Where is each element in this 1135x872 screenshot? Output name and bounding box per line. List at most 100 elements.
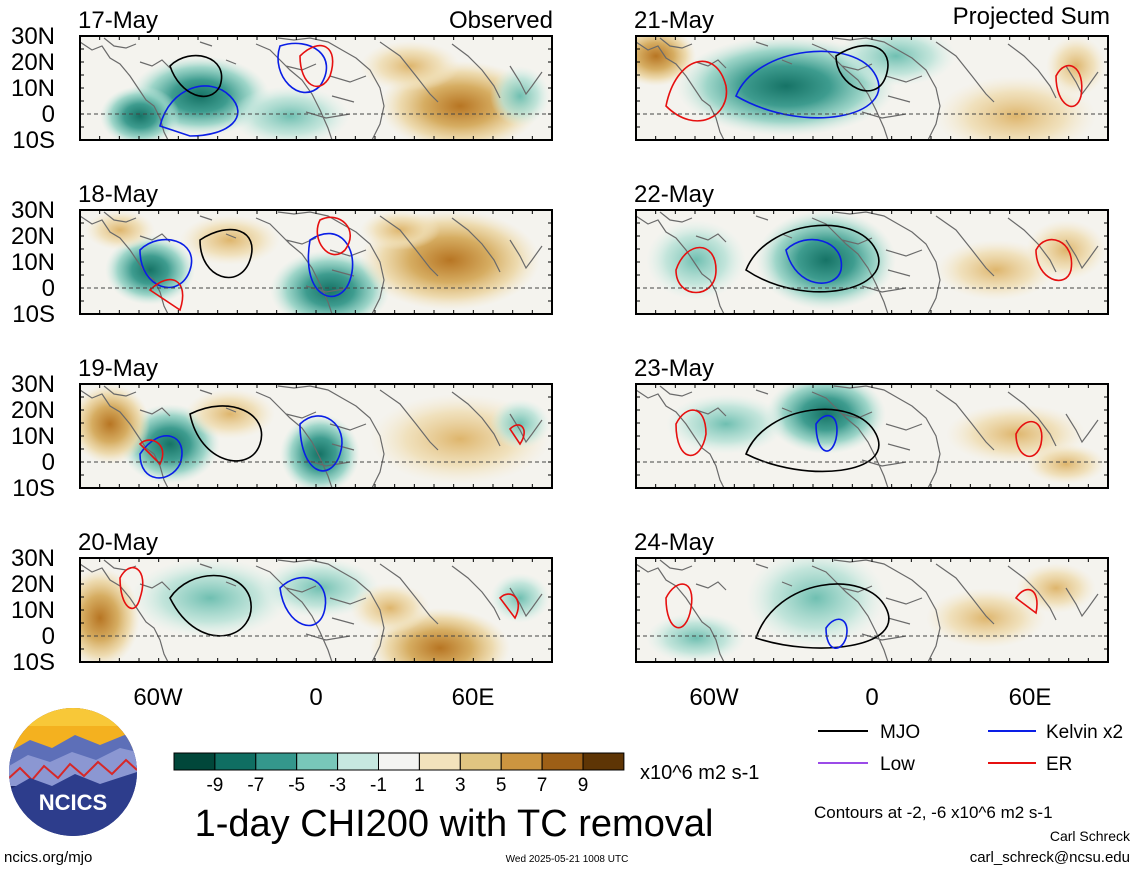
lon-tick-0-right: 0 xyxy=(865,684,878,711)
frame-ticks xyxy=(79,209,553,315)
map-panels: 17-May30N20N10N010S18-May30N20N10N010S19… xyxy=(11,7,1109,676)
wave-contour xyxy=(734,50,880,119)
colorbar-tick-label: -9 xyxy=(206,775,223,796)
legend: MJO Kelvin x2 Low ER xyxy=(818,722,1123,775)
lat-tick-label: 10N xyxy=(11,249,55,276)
anomaly-shading xyxy=(350,583,430,633)
frame-ticks xyxy=(635,557,1109,663)
anomaly-shading xyxy=(926,588,1046,648)
lat-tick-label: 30N xyxy=(11,371,55,398)
wave-contour xyxy=(744,408,880,473)
wave-contour xyxy=(138,439,164,466)
wave-contour xyxy=(675,409,707,457)
lat-tick-label: 10S xyxy=(12,127,55,154)
author-email: carl_schreck@ncsu.edu xyxy=(970,849,1130,866)
wave-contour xyxy=(189,405,263,462)
anomaly-shading xyxy=(1026,444,1106,484)
colorbar-swatch xyxy=(459,752,502,771)
lat-tick-label: 30N xyxy=(11,197,55,224)
lat-tick-label: 0 xyxy=(42,449,55,476)
coastlines xyxy=(80,385,543,488)
anomaly-shading xyxy=(936,240,1056,300)
anomaly-shading xyxy=(646,613,746,662)
anomaly-shading xyxy=(360,41,460,91)
frame-ticks xyxy=(79,557,553,663)
legend-label-low: Low xyxy=(880,754,915,775)
anomaly-shading xyxy=(230,86,350,140)
lon-tick-60e-left: 60E xyxy=(452,684,495,711)
coastlines xyxy=(80,559,543,662)
wave-contour xyxy=(1014,588,1038,615)
colorbar-swatch xyxy=(214,752,257,771)
wave-contour xyxy=(139,238,193,289)
anomaly-shading xyxy=(746,558,886,648)
contours-note: Contours at -2, -6 x10^6 m2 s-1 xyxy=(814,803,1053,822)
legend-label-er: ER xyxy=(1046,754,1072,775)
anomaly-shading xyxy=(666,394,786,454)
lat-tick-label: 10N xyxy=(11,597,55,624)
panel-date-label: 24-May xyxy=(634,529,714,556)
lat-tick-label: 20N xyxy=(11,397,55,424)
logo-text: NCICS xyxy=(39,790,107,815)
lon-tick-60e-right: 60E xyxy=(1009,684,1052,711)
wave-contour xyxy=(754,583,890,649)
wave-contour xyxy=(299,44,334,88)
wave-contour xyxy=(1055,64,1083,108)
frame-ticks xyxy=(635,35,1109,141)
map-field xyxy=(80,36,552,140)
map-field xyxy=(636,210,1108,314)
wave-contour xyxy=(148,278,184,312)
wave-contour xyxy=(159,85,239,137)
anomaly-shading xyxy=(280,414,360,488)
anomaly-shading xyxy=(85,210,155,250)
lat-tick-label: 10N xyxy=(11,423,55,450)
wave-contour xyxy=(835,44,889,92)
frame-ticks xyxy=(79,35,553,141)
colorbar-swatch xyxy=(337,752,380,771)
map-panel-23-may: 23-May xyxy=(634,355,1109,489)
wave-contour xyxy=(785,238,843,284)
coastlines xyxy=(636,385,1099,488)
wave-contour xyxy=(745,224,880,293)
anomaly-shading xyxy=(180,215,280,265)
panel-date-label: 17-May xyxy=(78,7,158,34)
anomaly-shading xyxy=(490,573,550,623)
colorbar-units: x10^6 m2 s-1 xyxy=(640,762,759,784)
anomaly-shading xyxy=(260,558,380,618)
frame-ticks xyxy=(635,383,1109,489)
anomaly-shading xyxy=(80,384,150,464)
lat-tick-label: 0 xyxy=(42,623,55,650)
colorbar-swatch xyxy=(255,752,298,771)
map-panel-24-may: 24-May xyxy=(634,529,1109,663)
main-title: 1-day CHI200 with TC removal xyxy=(195,803,714,845)
anomaly-shading xyxy=(1026,220,1106,280)
anomaly-shading xyxy=(646,220,746,300)
lon-tick-0-left: 0 xyxy=(309,684,322,711)
frame-ticks xyxy=(635,209,1109,315)
colorbar-tick-label: 9 xyxy=(578,775,589,796)
map-field xyxy=(80,210,552,314)
lat-tick-label: 10N xyxy=(11,75,55,102)
wave-contour xyxy=(815,414,838,452)
wave-contour xyxy=(825,618,848,649)
wave-contour xyxy=(307,232,354,298)
wave-contour xyxy=(665,60,728,122)
colorbar-tick-label: 1 xyxy=(414,775,425,796)
wave-contour xyxy=(508,424,525,446)
ncics-logo: NCICS xyxy=(9,708,137,836)
lat-tick-label: 0 xyxy=(42,101,55,128)
coastlines xyxy=(636,559,1099,662)
wave-contour xyxy=(199,228,253,279)
lon-ticks-left: 60W 0 60E xyxy=(133,684,494,711)
frame-ticks xyxy=(79,383,553,489)
colorbar-swatch xyxy=(378,752,420,771)
anomaly-shading xyxy=(766,384,886,454)
lon-tick-60w-left: 60W xyxy=(133,684,183,711)
anomaly-shading xyxy=(490,399,550,449)
projected-header: Projected Sum xyxy=(953,3,1110,30)
colorbar-tick-label: -7 xyxy=(247,775,264,796)
coastlines xyxy=(80,37,543,140)
lon-ticks-right: 60W 0 60E xyxy=(689,684,1051,711)
